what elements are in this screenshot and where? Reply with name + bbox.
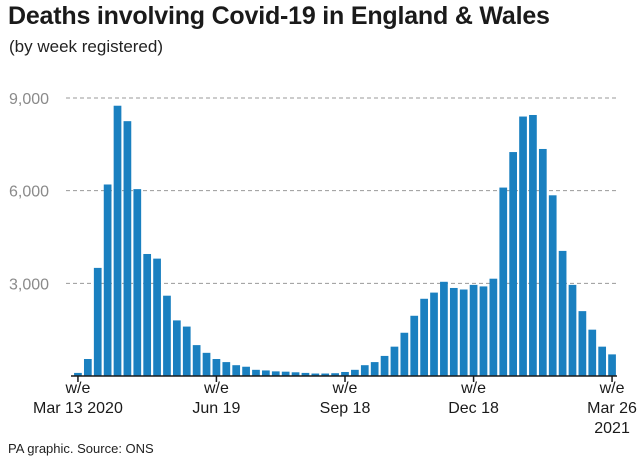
bar-2020-06-12 <box>202 352 211 376</box>
bar-2020-07-03 <box>232 365 241 376</box>
bar-2020-08-21 <box>301 372 310 376</box>
x-tick-label: w/e <box>460 380 486 397</box>
bar-2020-08-28 <box>311 373 320 376</box>
bar-2020-09-11 <box>331 373 339 376</box>
bar-2021-01-15 <box>509 152 518 376</box>
chart-title: Deaths involving Covid-19 in England & W… <box>8 2 550 30</box>
x-tick-label: Dec 18 <box>448 400 499 417</box>
bar-2021-01-01 <box>489 278 498 376</box>
chart-subtitle: (by week registered) <box>9 37 164 56</box>
bar-2020-12-11 <box>459 289 468 376</box>
bar-2020-07-17 <box>252 369 260 376</box>
bar-2020-12-04 <box>449 287 458 376</box>
x-tick-label: w/e <box>64 380 90 397</box>
bar-2020-04-17 <box>123 121 132 377</box>
bar-2020-09-18 <box>341 371 349 376</box>
bar-2020-10-23 <box>390 346 399 376</box>
bar-2020-05-15 <box>163 295 171 376</box>
bar-2020-07-10 <box>242 366 250 376</box>
x-tick-label: 2021 <box>594 420 630 437</box>
bar-2020-05-01 <box>143 253 152 376</box>
bar-2020-11-13 <box>420 298 428 376</box>
bar-2020-11-06 <box>410 315 419 376</box>
x-tick-label: Mar 13 2020 <box>33 400 123 417</box>
bar-2021-03-19 <box>598 346 607 376</box>
bar-2020-12-25 <box>479 286 488 376</box>
bar-2021-03-12 <box>588 329 597 376</box>
bar-2020-03-13 <box>74 372 82 376</box>
x-tick-label: Jun 19 <box>192 400 240 417</box>
x-tick-label: w/e <box>332 380 358 397</box>
bar-2020-03-27 <box>93 267 102 376</box>
bar-2021-01-08 <box>499 187 508 376</box>
bar-2021-02-19 <box>558 250 567 376</box>
x-tick-label: Sep 18 <box>320 400 371 417</box>
y-tick-label: 6,000 <box>9 184 49 201</box>
bar-2020-04-24 <box>133 189 142 376</box>
bar-2021-01-22 <box>519 116 527 377</box>
bar-2020-04-10 <box>113 105 122 376</box>
bar-2020-10-30 <box>400 332 409 376</box>
y-tick-label: 9,000 <box>9 91 49 108</box>
bar-2020-07-31 <box>271 371 280 376</box>
bar-2020-03-20 <box>83 359 92 376</box>
bar-2020-06-26 <box>222 362 231 376</box>
bar-2021-02-26 <box>568 284 577 376</box>
bar-2020-06-05 <box>192 345 201 376</box>
bar-2020-09-04 <box>321 373 330 376</box>
source-note: PA graphic. Source: ONS <box>8 441 154 456</box>
bar-2020-05-29 <box>182 326 191 376</box>
bar-2020-05-22 <box>172 320 181 376</box>
x-tick-label: w/e <box>203 380 229 397</box>
x-axis <box>71 375 617 382</box>
bar-2020-06-19 <box>212 359 221 376</box>
y-tick-label: 3,000 <box>9 276 49 293</box>
bar-2020-05-08 <box>153 258 161 376</box>
bar-2021-02-12 <box>548 195 557 376</box>
x-tick-label: w/e <box>599 380 625 397</box>
bar-2020-07-24 <box>262 370 270 376</box>
bar-2020-10-02 <box>360 365 369 376</box>
x-tick-label: Mar 26 <box>587 400 637 417</box>
bar-2020-11-20 <box>430 292 438 376</box>
bar-2021-01-29 <box>529 114 537 376</box>
bar-2020-09-25 <box>351 369 359 376</box>
y-tick-labels: 3,000 6,000 9,000 <box>9 91 49 293</box>
bar-2020-10-16 <box>380 355 389 376</box>
bar-2020-10-09 <box>370 362 379 376</box>
bar-2020-11-27 <box>440 281 448 376</box>
bar-2021-03-05 <box>578 311 587 376</box>
bar-2020-04-03 <box>103 184 112 376</box>
bar-2020-08-14 <box>291 372 300 376</box>
x-tick-labels: w/e Mar 13 2020 w/e Jun 19 w/e Sep 18 w/e Dec 1… <box>33 380 637 437</box>
bar-2021-03-26 <box>608 354 616 376</box>
bar-2020-12-18 <box>469 284 478 376</box>
bar-series <box>74 105 616 377</box>
bar-2020-08-07 <box>281 371 290 376</box>
bar-2021-02-05 <box>538 148 547 376</box>
